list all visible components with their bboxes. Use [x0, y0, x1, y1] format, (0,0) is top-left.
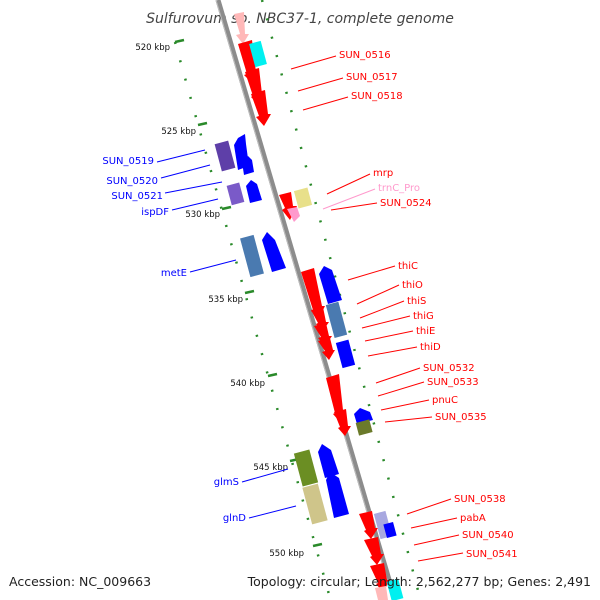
gene-label[interactable]: thiS: [407, 296, 426, 307]
gene-label[interactable]: thiO: [402, 280, 423, 291]
gene-label[interactable]: metE: [161, 268, 187, 279]
gene-label[interactable]: pnuC: [432, 395, 458, 406]
gene-label[interactable]: thiE: [416, 326, 435, 337]
accession-text: Accession: NC_009663: [9, 574, 151, 589]
gene-label[interactable]: SUN_0519: [102, 156, 154, 167]
forward-gene-arrow[interactable]: [326, 374, 346, 422]
gene-label[interactable]: trnC_Pro: [378, 183, 420, 194]
reverse-gene-block[interactable]: [293, 449, 319, 487]
gene-label[interactable]: SUN_0518: [351, 91, 403, 102]
reverse-gene-arrow[interactable]: [262, 232, 286, 272]
reverse-gene-block[interactable]: [383, 521, 397, 539]
cyan-gene-block[interactable]: [386, 578, 404, 600]
map-title: Sulfurovum sp. NBC37-1, complete genome: [146, 11, 454, 27]
gene-label[interactable]: thiG: [413, 311, 434, 322]
inner-tick-guide: [173, 41, 332, 599]
forward-gene-arrow[interactable]: [359, 511, 378, 539]
gene-label[interactable]: SUN_0524: [380, 198, 432, 209]
forward-gene-arrow[interactable]: [234, 12, 249, 44]
gene-label[interactable]: SUN_0533: [427, 377, 479, 388]
reverse-gene-block[interactable]: [214, 140, 236, 172]
forward-gene-arrow[interactable]: [375, 586, 388, 600]
gene-label[interactable]: SUN_0517: [346, 72, 398, 83]
gene-label[interactable]: thiD: [420, 342, 441, 353]
kbp-label: 550 kbp: [269, 549, 304, 559]
gene-label[interactable]: SUN_0532: [423, 363, 475, 374]
gene-label[interactable]: SUN_0538: [454, 494, 506, 505]
forward-gene-arrow[interactable]: [251, 90, 271, 126]
gene-label[interactable]: thiC: [398, 261, 418, 272]
gene-label[interactable]: pabA: [460, 513, 486, 524]
reverse-gene-arrow[interactable]: [242, 156, 254, 175]
gene-label[interactable]: SUN_0516: [339, 50, 391, 61]
reverse-gene-block[interactable]: [355, 419, 373, 436]
reverse-gene-block[interactable]: [325, 301, 348, 338]
yellow-gene-block[interactable]: [293, 187, 313, 209]
forward-gene-arrow[interactable]: [318, 338, 335, 360]
gene-label[interactable]: SUN_0520: [106, 176, 158, 187]
kbp-label: 520 kbp: [135, 43, 170, 53]
kbp-label: 545 kbp: [253, 463, 288, 473]
left-gene-labels: SUN_0519 SUN_0520 SUN_0521 ispDF metE gl…: [102, 149, 297, 524]
kbp-label: 530 kbp: [185, 210, 220, 220]
reverse-gene-block[interactable]: [302, 483, 328, 525]
reverse-gene-arrow[interactable]: [326, 472, 349, 518]
gene-label[interactable]: glnD: [223, 513, 246, 524]
reverse-gene-block[interactable]: [226, 182, 245, 206]
forward-gene-arrow[interactable]: [334, 409, 351, 436]
reverse-gene-block[interactable]: [240, 234, 264, 278]
forward-gene-arrow[interactable]: [364, 537, 384, 565]
genome-backbone: [215, 0, 398, 600]
reverse-gene-arrow[interactable]: [319, 266, 342, 304]
gene-label[interactable]: glmS: [214, 477, 239, 488]
genome-summary-text: Topology: circular; Length: 2,562,277 bp…: [247, 574, 591, 589]
forward-gene-arrow[interactable]: [301, 268, 325, 318]
reverse-genes: [214, 134, 397, 540]
reverse-gene-block[interactable]: [335, 339, 356, 369]
gene-label[interactable]: SUN_0521: [111, 191, 163, 202]
gene-label[interactable]: SUN_0541: [466, 549, 518, 560]
gene-label[interactable]: mrp: [373, 168, 393, 179]
right-gene-labels: SUN_0516 SUN_0517 SUN_0518 mrp trnC_Pro …: [290, 50, 518, 562]
gene-label[interactable]: SUN_0540: [462, 530, 514, 541]
cyan-gene-block[interactable]: [249, 40, 267, 68]
forward-genes: [234, 12, 404, 600]
rna-gene-arrow[interactable]: [287, 207, 300, 222]
gene-label[interactable]: SUN_0535: [435, 412, 487, 423]
forward-gene-arrow[interactable]: [370, 563, 390, 592]
reverse-gene-arrow[interactable]: [246, 180, 262, 203]
kbp-label: 535 kbp: [208, 295, 243, 305]
gene-label[interactable]: ispDF: [141, 207, 169, 218]
kbp-scale: 520 kbp 525 kbp 530 kbp 535 kbp 540 kbp …: [135, 38, 323, 559]
reverse-gene-arrow[interactable]: [318, 444, 339, 478]
kbp-label: 525 kbp: [161, 127, 196, 137]
kbp-label: 540 kbp: [230, 379, 265, 389]
